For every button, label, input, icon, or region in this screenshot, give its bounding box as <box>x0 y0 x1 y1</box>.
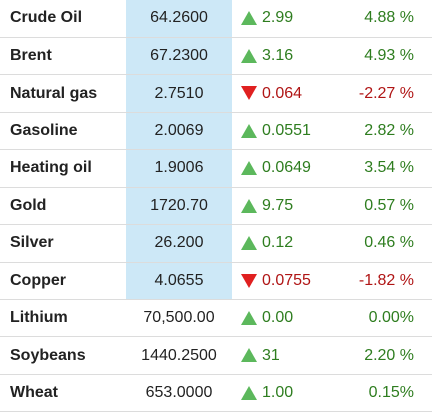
change-cell: 0.0755 <box>262 262 346 301</box>
percent-cell: 0.15% <box>346 374 432 412</box>
arrow-cell <box>232 37 262 76</box>
name-cell: Gold <box>0 187 126 226</box>
name-cell: Wheat <box>0 374 126 412</box>
percent-cell: 4.88 % <box>346 0 432 38</box>
change-cell: 0.0551 <box>262 112 346 151</box>
change-cell: 0.00 <box>262 299 346 338</box>
change-cell: 3.16 <box>262 37 346 76</box>
arrow-shape <box>241 11 257 26</box>
arrow-shape <box>241 123 257 138</box>
commodity-row: Soybeans 1440.2500 31 2.20 % <box>0 336 432 375</box>
change-cell: 1.00 <box>262 374 346 412</box>
arrow-shape <box>241 385 257 400</box>
price-cell: 2.0069 <box>126 112 232 151</box>
up-arrow <box>241 348 257 363</box>
arrow-cell <box>232 262 262 301</box>
arrow-shape <box>241 310 257 325</box>
arrow-cell <box>232 149 262 188</box>
arrow-cell <box>232 187 262 226</box>
commodity-row: Wheat 653.0000 1.00 0.15% <box>0 374 432 412</box>
percent-cell: -2.27 % <box>346 74 432 113</box>
down-arrow <box>241 86 257 101</box>
name-cell: Natural gas <box>0 74 126 113</box>
price-cell: 2.7510 <box>126 74 232 113</box>
commodity-row: Brent 67.2300 3.16 4.93 % <box>0 37 432 76</box>
change-cell: 9.75 <box>262 187 346 226</box>
name-cell: Crude Oil <box>0 0 126 38</box>
commodity-row: Lithium 70,500.00 0.00 0.00% <box>0 299 432 338</box>
arrow-shape <box>241 273 257 288</box>
name-cell: Silver <box>0 224 126 263</box>
name-cell: Gasoline <box>0 112 126 151</box>
change-cell: 31 <box>262 336 346 375</box>
arrow-cell <box>232 74 262 113</box>
up-arrow <box>241 310 257 325</box>
price-cell: 64.2600 <box>126 0 232 38</box>
percent-cell: 0.00% <box>346 299 432 338</box>
down-arrow <box>241 273 257 288</box>
price-cell: 1720.70 <box>126 187 232 226</box>
commodity-row: Gold 1720.70 9.75 0.57 % <box>0 187 432 226</box>
change-cell: 0.0649 <box>262 149 346 188</box>
percent-cell: -1.82 % <box>346 262 432 301</box>
commodity-row: Silver 26.200 0.12 0.46 % <box>0 224 432 263</box>
arrow-shape <box>241 236 257 251</box>
arrow-cell <box>232 224 262 263</box>
percent-cell: 3.54 % <box>346 149 432 188</box>
arrow-cell <box>232 299 262 338</box>
up-arrow <box>241 198 257 213</box>
name-cell: Soybeans <box>0 336 126 375</box>
up-arrow <box>241 11 257 26</box>
up-arrow <box>241 385 257 400</box>
up-arrow <box>241 161 257 176</box>
arrow-shape <box>241 86 257 101</box>
arrow-cell <box>232 112 262 151</box>
price-cell: 4.0655 <box>126 262 232 301</box>
price-cell: 1.9006 <box>126 149 232 188</box>
up-arrow <box>241 236 257 251</box>
percent-cell: 2.82 % <box>346 112 432 151</box>
arrow-cell <box>232 374 262 412</box>
commodity-row: Natural gas 2.7510 0.064 -2.27 % <box>0 74 432 113</box>
percent-cell: 4.93 % <box>346 37 432 76</box>
change-cell: 0.12 <box>262 224 346 263</box>
price-cell: 26.200 <box>126 224 232 263</box>
commodity-row: Crude Oil 64.2600 2.99 4.88 % <box>0 0 432 38</box>
change-cell: 2.99 <box>262 0 346 38</box>
commodity-row: Heating oil 1.9006 0.0649 3.54 % <box>0 149 432 188</box>
price-cell: 70,500.00 <box>126 299 232 338</box>
name-cell: Heating oil <box>0 149 126 188</box>
percent-cell: 2.20 % <box>346 336 432 375</box>
percent-cell: 0.46 % <box>346 224 432 263</box>
arrow-cell <box>232 336 262 375</box>
price-cell: 653.0000 <box>126 374 232 412</box>
arrow-shape <box>241 348 257 363</box>
price-cell: 67.2300 <box>126 37 232 76</box>
commodity-row: Copper 4.0655 0.0755 -1.82 % <box>0 262 432 301</box>
up-arrow <box>241 123 257 138</box>
name-cell: Lithium <box>0 299 126 338</box>
arrow-shape <box>241 48 257 63</box>
arrow-shape <box>241 198 257 213</box>
arrow-cell <box>232 0 262 38</box>
name-cell: Brent <box>0 37 126 76</box>
commodity-row: Gasoline 2.0069 0.0551 2.82 % <box>0 112 432 151</box>
arrow-shape <box>241 161 257 176</box>
up-arrow <box>241 48 257 63</box>
percent-cell: 0.57 % <box>346 187 432 226</box>
change-cell: 0.064 <box>262 74 346 113</box>
name-cell: Copper <box>0 262 126 301</box>
price-cell: 1440.2500 <box>126 336 232 375</box>
